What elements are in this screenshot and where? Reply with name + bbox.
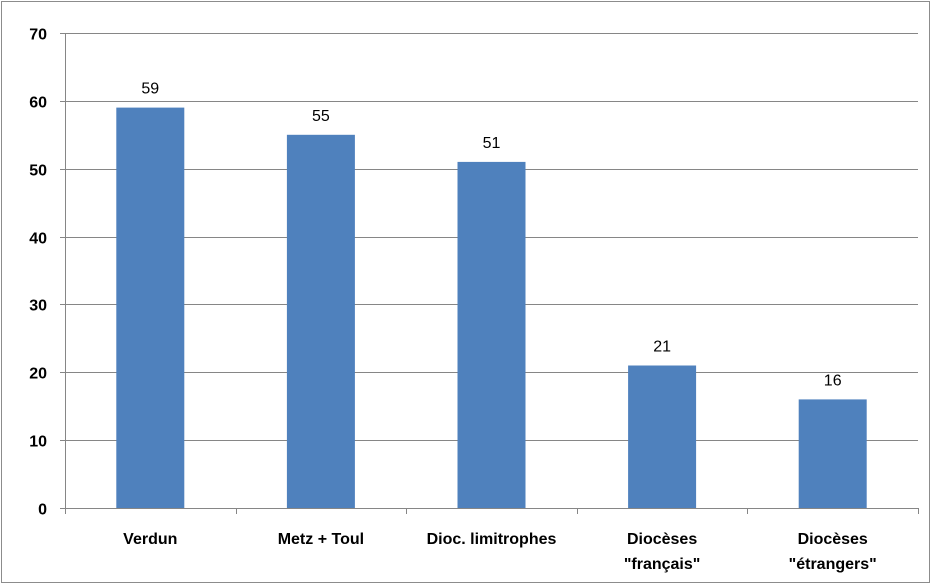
x-tick-label: "français": [624, 556, 701, 573]
x-tick-label: Diocèses: [627, 531, 697, 548]
labels: 0 10 20 30 40 50 60 70 59 Verdun 55 Metz + Toul 51 Di…: [29, 27, 877, 574]
y-tick-label: 50: [29, 163, 47, 180]
data-label: 16: [824, 372, 842, 389]
bar: [628, 365, 697, 508]
data-label: 21: [653, 339, 671, 356]
x-tick-label: Dioc. limitrophes: [427, 531, 557, 548]
bar: [457, 161, 526, 508]
bar: [286, 134, 355, 509]
data-label: 59: [141, 81, 159, 98]
y-tick-label: 10: [29, 434, 47, 451]
y-tick-label: 60: [29, 95, 47, 112]
x-tick-label: Verdun: [123, 531, 177, 548]
y-tick-label: 30: [29, 298, 47, 315]
x-tick-label: "étrangers": [789, 556, 877, 573]
bar: [798, 399, 867, 508]
data-label: 51: [483, 135, 501, 152]
y-tick-label: 0: [38, 502, 47, 519]
x-tick-label: Diocèses: [798, 531, 868, 548]
y-tick-label: 40: [29, 231, 47, 248]
axes: [60, 33, 919, 514]
data-label: 55: [312, 108, 330, 125]
bars: [116, 107, 867, 509]
y-tick-label: 20: [29, 366, 47, 383]
x-tick-label: Metz + Toul: [278, 531, 364, 548]
y-tick-label: 70: [29, 27, 47, 44]
bar: [116, 107, 185, 508]
